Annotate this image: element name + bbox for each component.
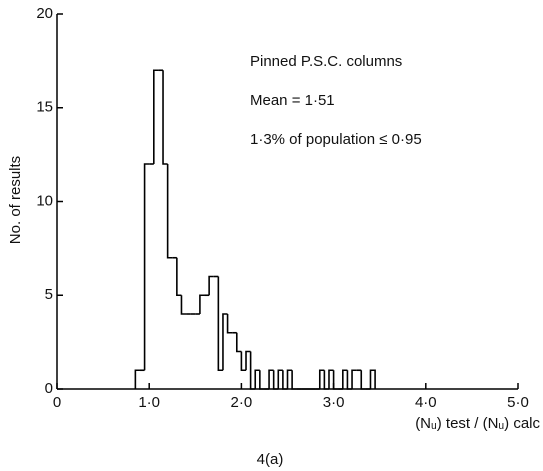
histogram-bin [134,369,140,389]
histogram-bin [272,370,279,390]
histogram-bin [277,369,283,389]
x-tick-label: 1·0 [138,394,160,411]
x-tick-label: 2·0 [231,394,253,411]
histogram-bin [282,370,288,390]
histogram-bin [162,70,168,165]
y-tick-label: 0 [45,380,53,397]
histogram-bin [222,313,228,371]
annotation: 1·3% of population ≤ 0·95 [250,131,422,148]
y-tick-label: 20 [36,5,53,22]
histogram-bin [332,370,339,390]
histogram-bin [351,369,357,389]
y-tick-label: 10 [36,192,53,209]
histogram-bin [176,257,182,297]
histogram-bin [245,350,251,371]
histogram-bin [291,370,297,390]
y-axis-label: No. of results [7,156,24,244]
histogram-bin [217,276,223,372]
x-tick-label: 3·0 [323,394,345,411]
annotation: Mean = 1·51 [250,92,335,109]
histogram-bin [208,275,214,296]
histogram-bin [254,369,260,389]
histogram-bin [199,294,205,314]
histogram-bin [180,295,187,315]
x-axis-label: (Nᵤ) test / (Nᵤ) calc [415,415,540,432]
histogram-bin [259,370,265,390]
annotation: Pinned P.S.C. columns [250,53,402,70]
histogram-bin [249,351,256,390]
y-tick-label: 15 [36,99,53,116]
histogram-bin [342,369,348,389]
histogram-bin [328,369,334,389]
histogram-bin [369,369,376,389]
x-tick-label: 0 [53,394,61,411]
x-tick-label: 5·0 [507,394,529,411]
histogram-bin [360,370,366,390]
histogram-bin [346,370,353,390]
y-tick-label: 5 [45,286,53,303]
histogram-bin [143,163,150,371]
histogram-bin [268,369,274,389]
histogram-bin [323,370,329,390]
histogram-bin [153,69,159,164]
histogram-bin [166,164,173,259]
histogram-bin [286,369,293,389]
histogram-bin [235,332,242,353]
histogram-bin [318,369,325,389]
x-tick-label: 4·0 [415,394,437,411]
histogram-bin [226,314,233,334]
histogram-bin [240,351,247,372]
caption: 4(a) [257,451,284,468]
